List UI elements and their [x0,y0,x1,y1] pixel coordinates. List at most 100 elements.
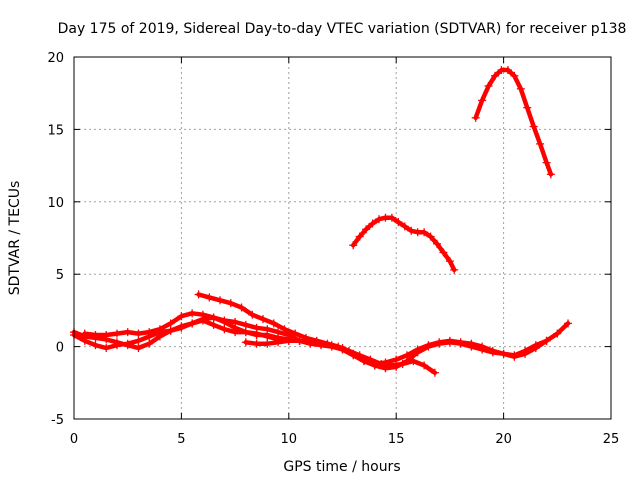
data-point [536,139,545,148]
data-point [134,329,143,338]
data-point [488,348,497,357]
data-point [377,359,386,368]
data-point [484,81,493,90]
data-point [334,342,343,351]
data-point [220,325,229,334]
data-point [491,71,500,80]
data-point [231,317,240,326]
data-point [387,213,396,222]
series-arc-7 [349,213,459,274]
series-arc-6 [194,290,439,377]
data-point [263,339,272,348]
data-point [209,313,218,322]
data-point [564,319,573,328]
data-point [194,290,203,299]
data-point [553,329,562,338]
data-point [355,232,364,241]
data-point [420,228,429,237]
data-point [349,241,358,250]
series-arc-8 [471,66,555,179]
data-point [471,113,480,122]
data-point [241,320,250,329]
data-point [430,368,439,377]
data-point [445,338,454,347]
data-point [499,349,508,358]
y-tick-label: 15 [47,123,64,138]
data-point [134,336,143,345]
data-point [188,319,197,328]
data-point [407,226,416,235]
data-point [433,239,442,248]
data-point [295,336,304,345]
data-point [177,323,186,332]
data-point [241,338,250,347]
data-point [220,316,229,325]
data-point [155,325,164,334]
data-point [529,122,538,131]
data-point [398,359,407,368]
data-point [503,66,512,75]
data-point [237,303,246,312]
data-point [542,158,551,167]
data-point [112,341,121,350]
y-tick-label: 0 [56,341,64,356]
data-point [205,293,214,302]
data-point [400,222,409,231]
data-point [259,315,268,324]
data-point [516,84,525,93]
data-point [467,342,476,351]
data-point [435,339,444,348]
data-point [387,361,396,370]
data-point [531,344,540,353]
data-point [263,325,272,334]
data-point [439,248,448,257]
x-tick-label: 0 [70,432,78,447]
series-layer [70,66,573,377]
data-point [426,232,435,241]
data-point [145,328,154,337]
data-point [366,355,375,364]
data-point [248,310,257,319]
plot-frame [73,56,612,420]
x-axis-label: GPS time / hours [283,459,400,475]
data-point [166,326,175,335]
data-point [546,170,555,179]
data-point [226,299,235,308]
data-point [134,344,143,353]
data-point [291,329,300,338]
x-tick-label: 15 [388,432,405,447]
data-point [409,357,418,366]
data-point [241,328,250,337]
data-point [91,341,100,350]
series-arc-3 [80,309,379,370]
data-point [450,265,459,274]
data-point [209,320,218,329]
data-point [91,331,100,340]
data-point [123,328,132,337]
data-point [420,361,429,370]
data-point [344,346,353,355]
data-point [102,344,111,353]
series-line [340,321,571,371]
data-point [280,325,289,334]
y-tick-label: 10 [47,196,64,211]
data-point [177,312,186,321]
data-point [284,336,293,345]
data-point [424,342,433,351]
data-point [510,71,519,80]
x-tick-label: 5 [177,432,185,447]
data-point [166,319,175,328]
data-point [456,339,465,348]
data-point [392,355,401,364]
data-point [521,349,530,358]
data-point [252,323,261,332]
data-point [375,215,384,224]
data-point [274,338,283,347]
data-point [112,329,121,338]
series-arc-5 [338,319,573,373]
data-point [188,309,197,318]
grid-layer [74,57,611,419]
data-point [123,339,132,348]
data-point [478,96,487,105]
